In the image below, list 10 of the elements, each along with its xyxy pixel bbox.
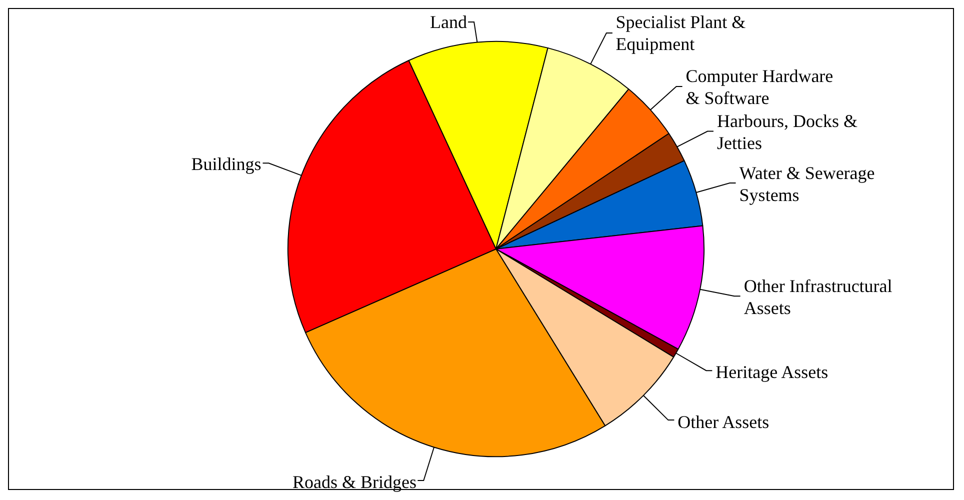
slice-label: Land (429, 11, 468, 33)
slice-label: Other Assets (678, 410, 770, 433)
slice-label: Water & Sewerage Systems (739, 162, 876, 206)
slice-label: Other Infrastructural Assets (744, 275, 894, 320)
slice-label: Computer Hardware & Software (686, 64, 834, 109)
slice-label: Heritage Assets (716, 361, 830, 384)
slice-label: Roads & Bridges (292, 471, 416, 494)
slice-label: Harbours, Docks & Jetties (716, 110, 858, 154)
slice-label: Specialist Plant & Equipment (616, 11, 747, 56)
slice-label: Buildings (190, 152, 262, 175)
